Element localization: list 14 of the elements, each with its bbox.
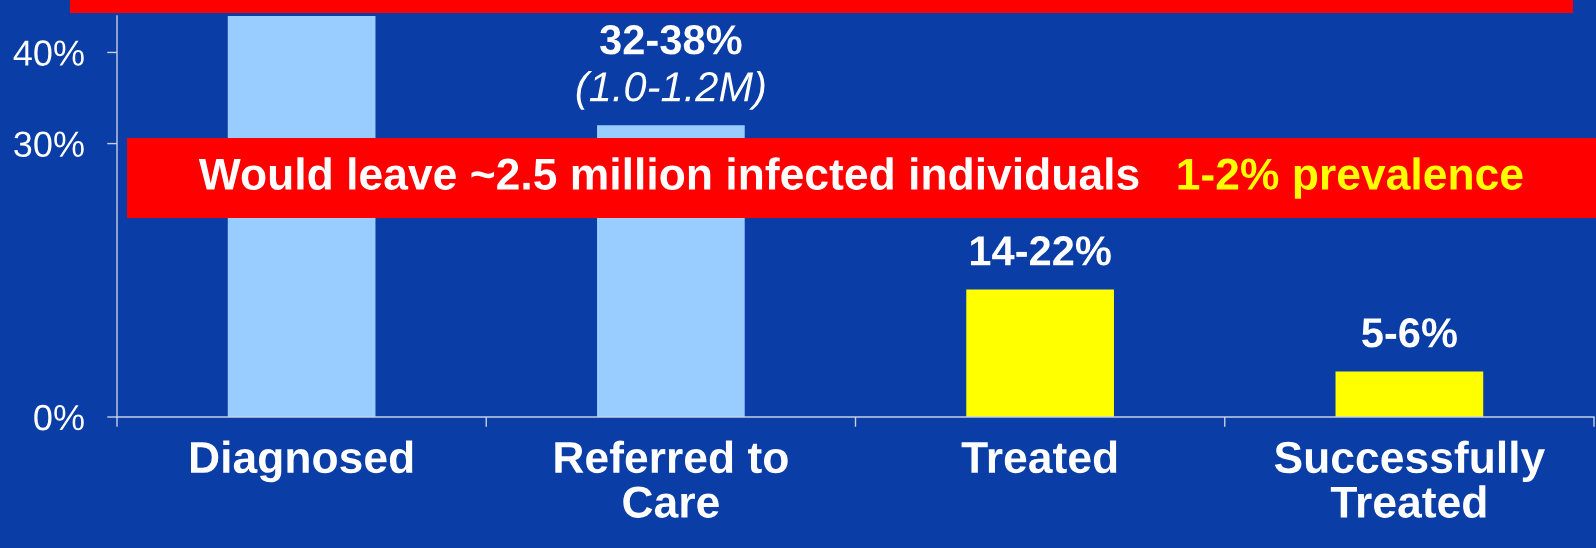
annotation: 1-2% prevalence [1178,157,1523,199]
data-label: 5-6% [1362,318,1457,348]
bar [966,289,1114,417]
bar [1335,371,1484,417]
annotation: Would leave ~2.5 million infected individuals [198,157,1139,190]
data-label: 32-38% (1.0-1.2M) [576,25,765,110]
x-tick-label: Diagnosed [191,440,413,483]
y-tick-label: 0% [34,404,84,431]
y-tick-label: 30% [14,131,84,158]
y-tick-label: 40% [13,40,84,66]
x-tick-label: Referred to Care [555,440,788,518]
x-tick-label: Successfully Treated [1274,440,1546,518]
data-label: 14-22% [970,236,1111,266]
x-tick-label: Treated [961,440,1117,474]
